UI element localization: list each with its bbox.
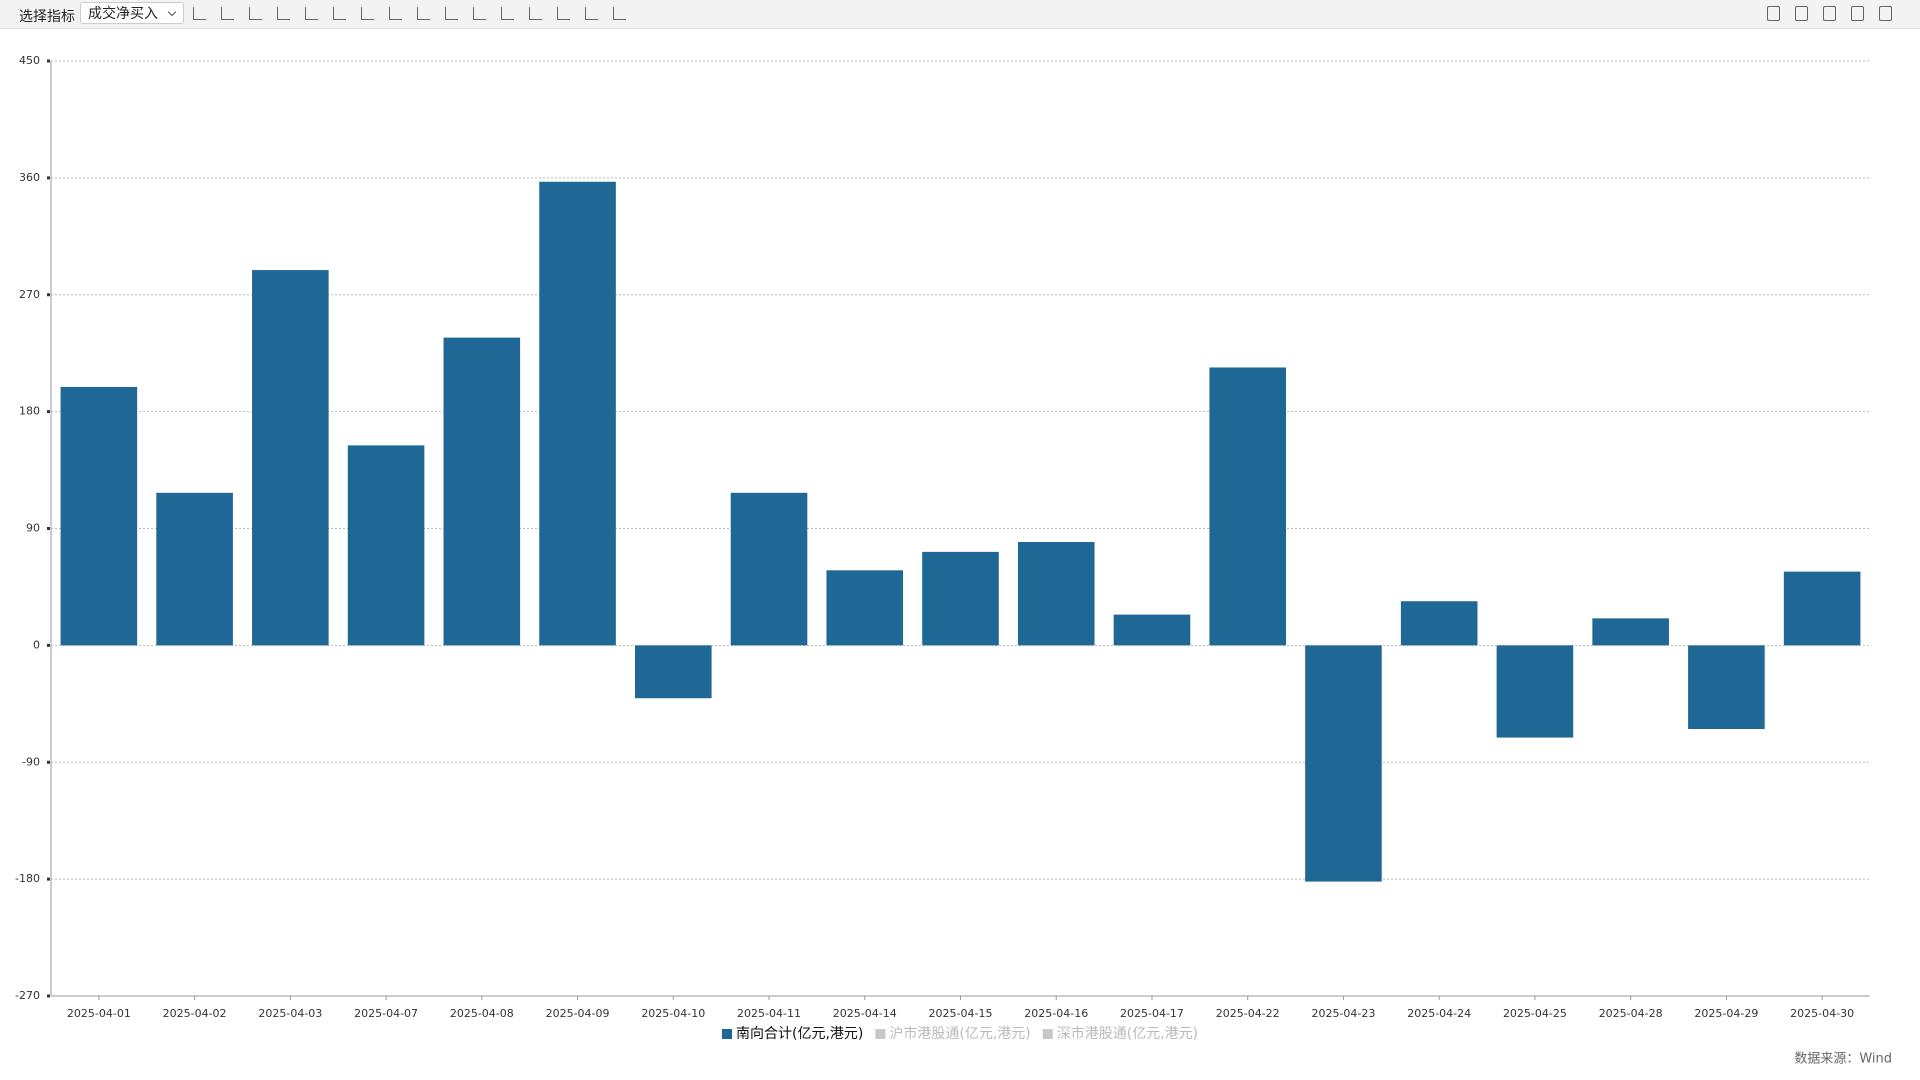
x-tick-label: 2025-04-15 bbox=[929, 1007, 993, 1020]
tool-icon[interactable] bbox=[193, 7, 206, 20]
bar bbox=[1400, 601, 1478, 646]
tool-icon[interactable] bbox=[305, 7, 318, 20]
tool-icon[interactable] bbox=[389, 7, 402, 20]
x-tick-label: 2025-04-30 bbox=[1790, 1007, 1854, 1020]
legend-swatch bbox=[875, 1029, 886, 1039]
indicator-dropdown[interactable]: 成交净买入 bbox=[80, 2, 184, 24]
x-tick-label: 2025-04-01 bbox=[67, 1007, 131, 1020]
x-tick-label: 2025-04-22 bbox=[1216, 1007, 1280, 1020]
y-tick-mark bbox=[47, 994, 50, 998]
bar bbox=[60, 386, 138, 646]
bar bbox=[443, 337, 521, 646]
bar bbox=[156, 492, 233, 646]
x-tick-label: 2025-04-17 bbox=[1120, 1007, 1184, 1020]
tool-icon[interactable] bbox=[501, 7, 514, 20]
bar bbox=[826, 570, 904, 646]
y-tick-label: 360 bbox=[19, 171, 40, 184]
legend-swatch bbox=[1042, 1029, 1053, 1039]
y-tick-label: -180 bbox=[15, 872, 40, 885]
x-tick-label: 2025-04-03 bbox=[258, 1007, 322, 1020]
x-tick-label: 2025-04-08 bbox=[450, 1007, 514, 1020]
tool-icon[interactable] bbox=[445, 7, 458, 20]
y-tick-mark bbox=[47, 59, 50, 63]
x-tick-label: 2025-04-11 bbox=[737, 1007, 801, 1020]
legend-label: 沪市港股通(亿元,港元) bbox=[889, 1025, 1030, 1042]
tool-icon[interactable] bbox=[529, 7, 542, 20]
y-tick-label: -90 bbox=[22, 755, 40, 768]
x-tick-label: 2025-04-25 bbox=[1503, 1007, 1567, 1020]
y-tick-label: -270 bbox=[15, 989, 40, 1002]
x-tick-label: 2025-04-29 bbox=[1694, 1007, 1758, 1020]
tool-icon[interactable] bbox=[473, 7, 486, 20]
x-tick-label: 2025-04-24 bbox=[1407, 1007, 1471, 1020]
bar bbox=[252, 270, 329, 646]
y-tick-label: 450 bbox=[19, 54, 40, 67]
y-tick-label: 0 bbox=[33, 638, 40, 651]
bar bbox=[539, 181, 616, 646]
source-note: 数据来源：Wind bbox=[1794, 1052, 1892, 1067]
copy[interactable] bbox=[1823, 6, 1836, 21]
toolbar-label: 选择指标 bbox=[19, 9, 75, 25]
y-tick-mark bbox=[47, 176, 50, 180]
bar bbox=[730, 492, 808, 646]
x-tick-label: 2025-04-28 bbox=[1599, 1007, 1663, 1020]
bar bbox=[1017, 542, 1095, 646]
export-xls[interactable] bbox=[1767, 6, 1780, 21]
legend-label: 南向合计(亿元,港元) bbox=[736, 1026, 863, 1042]
tool-icon[interactable] bbox=[277, 7, 290, 20]
y-tick-mark bbox=[47, 293, 50, 297]
bar bbox=[1783, 571, 1861, 646]
y-tick-mark bbox=[47, 760, 50, 764]
toolbar: 选择指标 成交净买入 bbox=[0, 0, 1920, 29]
tool-icon[interactable] bbox=[417, 7, 430, 20]
y-tick-label: 270 bbox=[19, 288, 40, 301]
tool-icon[interactable] bbox=[249, 7, 262, 20]
x-tick-label: 2025-04-10 bbox=[641, 1007, 705, 1020]
x-tick-label: 2025-04-07 bbox=[354, 1007, 418, 1020]
tool-icon[interactable] bbox=[613, 7, 626, 20]
y-tick-mark bbox=[47, 527, 50, 530]
bar bbox=[1209, 367, 1287, 646]
bar bbox=[347, 445, 425, 646]
x-tick-label: 2025-04-23 bbox=[1311, 1007, 1375, 1020]
x-tick-label: 2025-04-16 bbox=[1024, 1007, 1088, 1020]
tool-icon[interactable] bbox=[221, 7, 234, 20]
bar bbox=[634, 645, 712, 699]
tool-icon[interactable] bbox=[333, 7, 346, 20]
bar bbox=[1592, 618, 1669, 646]
y-tick-mark bbox=[47, 410, 50, 414]
y-tick-label: 90 bbox=[26, 522, 40, 535]
bar bbox=[1305, 645, 1382, 882]
fullscreen[interactable] bbox=[1879, 6, 1892, 21]
download[interactable] bbox=[1795, 6, 1808, 21]
legend-label: 深市港股通(亿元,港元) bbox=[1057, 1025, 1198, 1042]
x-tick-label: 2025-04-14 bbox=[833, 1007, 897, 1020]
legend-swatch bbox=[722, 1029, 732, 1039]
bar bbox=[922, 551, 999, 646]
tool-icon[interactable] bbox=[585, 7, 598, 20]
edit[interactable] bbox=[1851, 6, 1864, 21]
bar bbox=[1688, 645, 1765, 730]
tool-icon[interactable] bbox=[361, 7, 374, 20]
tool-icon[interactable] bbox=[557, 7, 570, 20]
x-tick-label: 2025-04-09 bbox=[546, 1007, 610, 1020]
x-tick-label: 2025-04-02 bbox=[163, 1007, 227, 1020]
y-tick-mark bbox=[47, 877, 50, 881]
bar bbox=[1496, 645, 1574, 738]
y-tick-mark bbox=[47, 643, 50, 647]
y-tick-label: 180 bbox=[19, 405, 40, 418]
bar bbox=[1113, 614, 1191, 646]
